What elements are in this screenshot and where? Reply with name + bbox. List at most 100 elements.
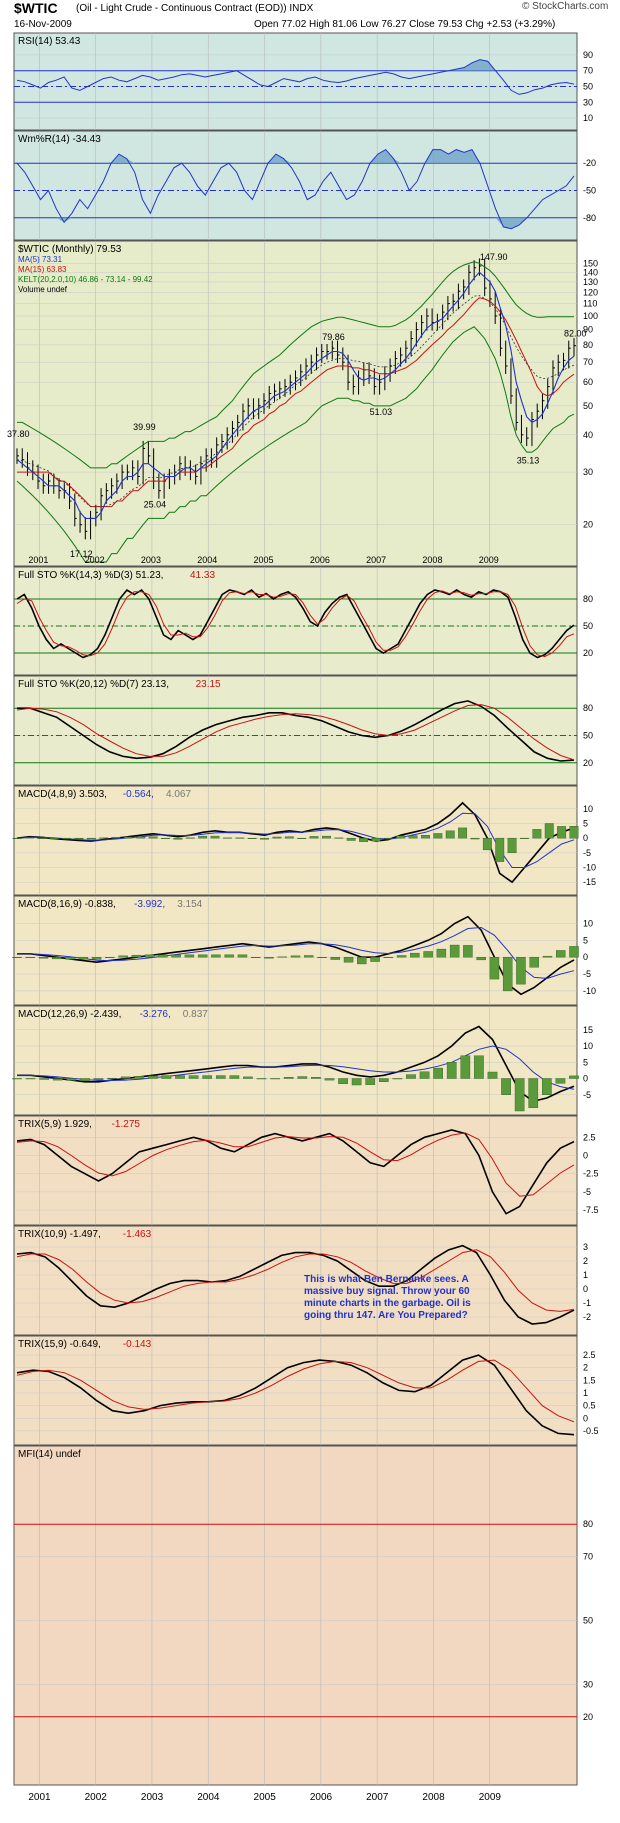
histogram-bar	[406, 1074, 416, 1079]
histogram-bar	[120, 1076, 131, 1079]
annotation-line-1: massive buy signal. Throw your 60	[304, 1286, 470, 1297]
legend-macd3-2: 0.837	[183, 1009, 208, 1020]
histogram-bar	[423, 951, 433, 958]
histogram-bar	[463, 945, 473, 958]
tick-macd3-1: 10	[583, 1041, 593, 1051]
tick-macd1-5: -15	[583, 877, 596, 887]
histogram-bar	[173, 837, 183, 840]
x-label-price-2005: 2005	[254, 555, 274, 565]
legend-macd2-0: MACD(8,16,9) -0.838,	[18, 899, 116, 910]
overbought-fill	[17, 149, 574, 164]
tick-rsi-0: 90	[583, 50, 593, 60]
histogram-bar	[392, 1078, 403, 1080]
series-line-sto1-1	[16, 590, 575, 658]
histogram-bar	[283, 1076, 294, 1079]
histogram-bar	[383, 956, 394, 958]
histogram-bar	[528, 1078, 539, 1108]
histogram-bar	[25, 956, 35, 958]
series-line-macd1-0	[16, 801, 575, 884]
tick-willr-0: -20	[583, 158, 596, 168]
histogram-bar	[334, 837, 344, 839]
histogram-bar	[107, 1077, 117, 1079]
legend-rsi-0: RSI(14) 53.43	[18, 36, 81, 47]
series-line-willr-0	[16, 148, 575, 230]
x-label-price-2001: 2001	[28, 555, 48, 565]
x-label-2004: 2004	[197, 1792, 220, 1803]
tick-macd1-3: -5	[583, 848, 591, 858]
tick-trix3-6: -0.5	[583, 1426, 599, 1436]
histogram-bar	[62, 837, 71, 840]
series-line-macd2-1	[17, 926, 575, 979]
histogram-bar	[198, 835, 208, 839]
histogram-bar	[317, 956, 327, 958]
histogram-bar	[520, 837, 529, 839]
legend-macd1-1: -0.564,	[123, 789, 154, 800]
histogram-bar	[365, 1078, 376, 1085]
histogram-bar	[410, 952, 420, 958]
histogram-bar	[12, 956, 22, 958]
tick-macd3-0: 15	[583, 1025, 593, 1035]
tick-trix2-1: 2	[583, 1256, 588, 1266]
tick-macd3-3: 0	[583, 1074, 588, 1084]
tick-trix2-5: -2	[583, 1312, 591, 1322]
legend-willr-0: Wm%R(14) -34.43	[18, 134, 101, 145]
legend-price-0: $WTIC (Monthly) 79.53	[18, 244, 122, 255]
histogram-bar	[86, 837, 96, 840]
histogram-bar	[91, 956, 102, 960]
tick-price-12: 30	[583, 467, 593, 477]
histogram-bar	[445, 830, 455, 839]
histogram-bar	[264, 956, 274, 959]
legend-price-3: KELT(20,2.0,10) 46.86 - 73.14 - 99.42	[18, 275, 153, 284]
tick-trix3-1: 2	[583, 1363, 588, 1373]
histogram-bar	[433, 833, 443, 839]
tick-trix2-2: 1	[583, 1270, 588, 1280]
histogram-bar	[202, 1075, 213, 1079]
x-label-2003: 2003	[141, 1792, 164, 1803]
histogram-bar	[49, 837, 59, 840]
chart-quote: Open 77.02 High 81.06 Low 76.27 Close 79…	[254, 19, 556, 30]
tick-macd3-4: -5	[583, 1090, 591, 1100]
tick-macd1-0: 10	[583, 804, 593, 814]
histogram-bar	[148, 836, 158, 839]
histogram-bar	[351, 1078, 362, 1086]
tick-price-10: 50	[583, 401, 593, 411]
histogram-bar	[260, 837, 269, 840]
histogram-bar	[476, 956, 486, 961]
x-label-2009: 2009	[479, 1792, 502, 1803]
ma15-line	[17, 297, 575, 508]
tick-price-8: 70	[583, 357, 593, 367]
stockcharts-brand: © StockCharts.com	[522, 1, 609, 12]
histogram-bar	[489, 956, 500, 980]
legend-price-4: Volume undef	[18, 285, 68, 294]
panel-mfi	[13, 1445, 578, 1786]
histogram-bar	[330, 956, 341, 960]
x-label-2005: 2005	[254, 1792, 277, 1803]
histogram-bar	[514, 1078, 525, 1112]
histogram-bar	[557, 826, 567, 839]
legend-sto1-1: 41.33	[190, 570, 215, 581]
histogram-bar	[256, 1078, 267, 1080]
tick-sto2-2: 20	[583, 758, 593, 768]
series-line-sto1-0	[16, 588, 575, 659]
histogram-bar	[449, 944, 460, 958]
annotation-line-3: going thru 147. Are You Prepared?	[304, 1310, 468, 1321]
tick-price-4: 110	[583, 299, 597, 309]
histogram-bar	[25, 1078, 36, 1080]
x-label-price-2008: 2008	[422, 555, 442, 565]
x-label-price-2006: 2006	[310, 555, 330, 565]
histogram-bar	[134, 1076, 145, 1079]
legend-trix3-1: -0.143	[123, 1339, 152, 1350]
histogram-bar	[396, 955, 407, 958]
tick-trix2-4: -1	[583, 1298, 591, 1308]
histogram-bar	[24, 837, 34, 839]
histogram-bar	[224, 954, 234, 958]
histogram-bar	[371, 837, 381, 842]
tick-trix2-3: 0	[583, 1284, 588, 1294]
series-line-macd1-1	[16, 812, 575, 868]
tick-macd2-1: 5	[583, 935, 588, 945]
histogram-bar	[297, 837, 307, 839]
tick-trix3-2: 1.5	[583, 1375, 596, 1385]
legend-trix2-0: TRIX(10,9) -1.497,	[18, 1229, 101, 1240]
histogram-bar	[188, 1075, 199, 1079]
histogram-bar	[243, 1076, 253, 1079]
